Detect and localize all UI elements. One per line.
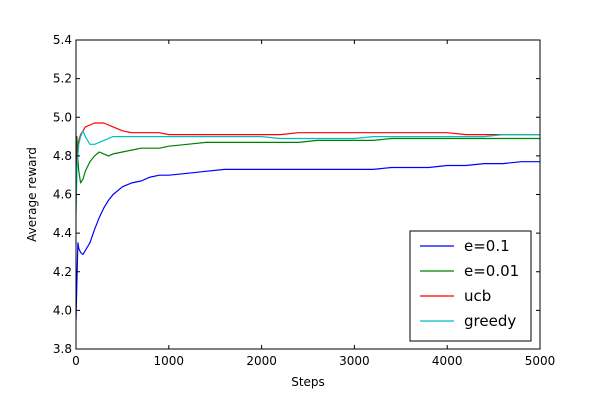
y-tick-label: 4.2 <box>53 265 72 279</box>
series-layer <box>76 122 540 321</box>
x-tick-label: 3000 <box>339 354 370 368</box>
legend: e=0.1 e=0.01 ucb greedy <box>409 230 532 342</box>
y-axis-label: Average reward <box>25 147 39 242</box>
x-tick-label: 4000 <box>432 354 463 368</box>
legend-label: greedy <box>464 312 516 330</box>
y-tick-label: 5.0 <box>53 110 72 124</box>
series-line-greedy <box>76 130 540 214</box>
x-axis-label: Steps <box>291 375 325 389</box>
y-tick-label: 4.6 <box>53 188 72 202</box>
y-tick-label: 4.4 <box>53 226 72 240</box>
y-tick-label: 3.8 <box>53 342 72 356</box>
series-line-ucb <box>76 122 540 205</box>
x-tick-label: 5000 <box>525 354 556 368</box>
legend-label: e=0.01 <box>464 262 519 280</box>
x-tick-label: 1000 <box>154 354 185 368</box>
x-tick-label: 0 <box>72 354 80 368</box>
series-line-e-0-1 <box>76 161 540 321</box>
legend-label: e=0.1 <box>464 237 510 255</box>
series-line-e-0-01 <box>76 136 540 195</box>
y-tick-label: 5.4 <box>53 33 72 47</box>
legend-box <box>409 230 532 342</box>
y-tick-label: 4.0 <box>53 303 72 317</box>
x-tick-label: 2000 <box>246 354 277 368</box>
ticks-layer: 0 1000 2000 3000 4000 5000 3.8 4.0 4.2 4.4 4.6 4.8 5… <box>53 33 555 368</box>
legend-label: ucb <box>464 287 491 305</box>
y-tick-label: 5.2 <box>53 72 72 86</box>
y-tick-label: 4.8 <box>53 149 72 163</box>
